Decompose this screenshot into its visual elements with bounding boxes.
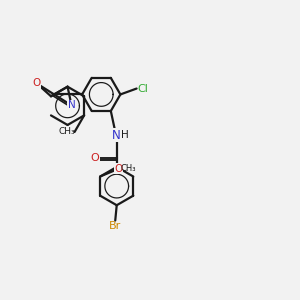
Text: Cl: Cl (138, 83, 148, 94)
Text: O: O (33, 79, 41, 88)
Text: O: O (114, 164, 122, 174)
Text: N: N (112, 129, 121, 142)
Text: O: O (91, 153, 100, 163)
Text: Br: Br (109, 221, 122, 231)
Text: H: H (121, 130, 128, 140)
Text: CH₃: CH₃ (120, 164, 136, 173)
Text: N: N (68, 100, 75, 110)
Text: CH₃: CH₃ (59, 128, 76, 136)
